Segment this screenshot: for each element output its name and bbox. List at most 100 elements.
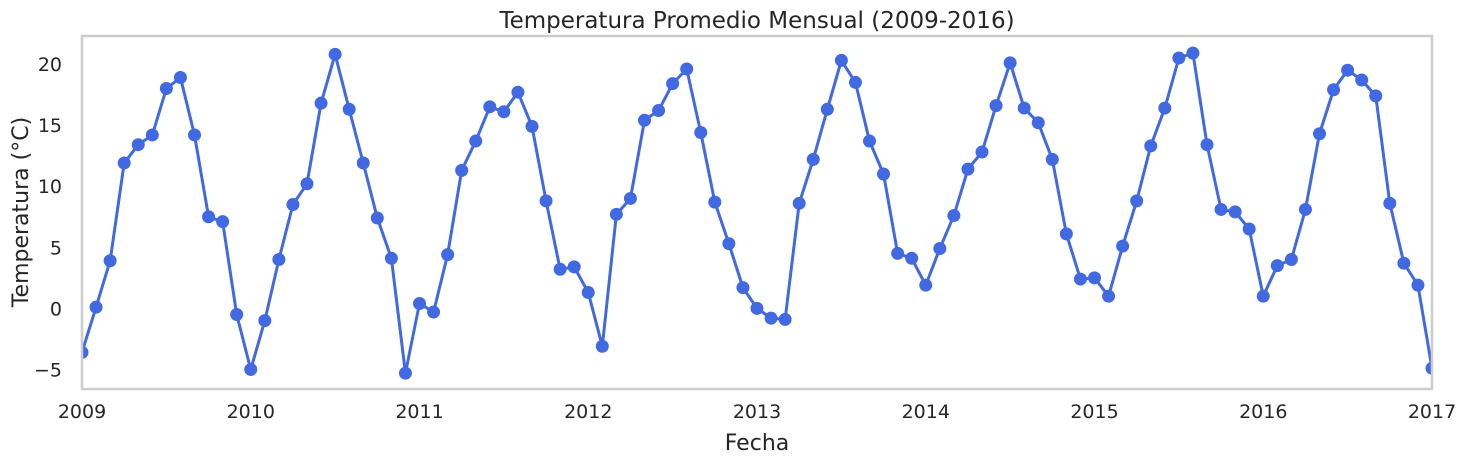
y-tick-label-10: 10	[38, 176, 62, 198]
x-tick-label-2010: 2010	[227, 401, 275, 423]
data-point-2013-05	[806, 152, 820, 166]
data-point-2013-12	[905, 251, 919, 265]
data-point-2011-03	[441, 248, 455, 262]
data-point-2009-07	[159, 82, 173, 96]
data-point-2012-04	[623, 191, 637, 205]
data-point-2015-05	[1144, 139, 1158, 153]
y-tick-label-5: 5	[50, 237, 62, 259]
data-point-2011-08	[511, 85, 525, 99]
data-point-2014-08	[1017, 101, 1031, 115]
data-point-2011-07	[497, 105, 511, 119]
data-point-2012-07	[666, 77, 680, 91]
x-axis-label: Fecha	[725, 431, 790, 456]
data-point-2011-02	[427, 305, 441, 319]
data-point-2009-09	[188, 128, 201, 142]
y-tick-label-15: 15	[38, 115, 62, 137]
data-point-2009-06	[145, 128, 159, 142]
data-point-2016-05	[1313, 127, 1326, 141]
data-point-2015-07	[1172, 51, 1186, 65]
data-point-2015-02	[1102, 289, 1116, 303]
data-point-2012-11	[722, 237, 736, 251]
data-point-2010-05	[300, 177, 314, 191]
x-tick-label-2012: 2012	[564, 401, 612, 423]
data-point-2013-01	[750, 301, 764, 315]
data-point-2010-12	[398, 366, 412, 380]
data-point-2013-09	[863, 134, 876, 148]
data-point-2011-05	[469, 134, 483, 148]
data-point-2011-04	[455, 163, 469, 177]
data-point-2015-04	[1130, 194, 1144, 208]
y-axis-label: Temperatura (°C)	[9, 117, 34, 308]
data-point-2011-11	[553, 262, 567, 276]
data-point-2012-09	[694, 125, 708, 139]
data-point-2009-08	[173, 71, 187, 85]
data-point-2010-01	[244, 362, 258, 376]
data-point-2013-06	[820, 102, 834, 116]
data-point-2009-02	[89, 300, 103, 314]
y-axis-ticks: −5 0 5 10 15 20	[34, 54, 62, 381]
data-point-2009-05	[131, 138, 145, 152]
data-point-2012-12	[736, 281, 750, 295]
data-point-2012-10	[708, 195, 722, 209]
data-point-2011-06	[483, 100, 497, 114]
data-point-2015-06	[1158, 101, 1172, 115]
data-point-2014-11	[1059, 227, 1073, 241]
data-point-2016-03	[1284, 253, 1298, 267]
x-tick-label-2009: 2009	[58, 401, 106, 423]
data-point-2015-12	[1242, 222, 1256, 236]
data-point-2013-02	[764, 311, 778, 325]
data-point-2014-07	[1003, 56, 1017, 70]
data-point-2016-07	[1341, 63, 1355, 77]
x-axis-ticks: 2009 2010 2011 2012 2013 2014 2015 2016 2017	[58, 401, 1456, 423]
data-point-2013-04	[792, 196, 806, 210]
x-tick-label-2014: 2014	[902, 401, 950, 423]
data-point-2010-08	[342, 102, 356, 116]
data-point-2016-04	[1298, 202, 1312, 216]
data-point-2013-10	[877, 167, 891, 181]
y-tick-label--5: −5	[34, 359, 62, 381]
data-point-2015-03	[1116, 239, 1130, 253]
x-tick-label-2015: 2015	[1070, 401, 1118, 423]
data-point-2012-03	[609, 207, 623, 221]
data-point-2016-08	[1355, 73, 1369, 87]
data-point-2014-09	[1031, 116, 1045, 130]
data-point-2015-09	[1200, 138, 1214, 152]
y-tick-label-0: 0	[50, 298, 62, 320]
data-point-2014-02	[933, 242, 947, 256]
data-point-2015-10	[1214, 202, 1228, 216]
data-point-2016-01	[1256, 289, 1270, 303]
data-point-2012-02	[595, 339, 609, 353]
data-point-2014-06	[989, 99, 1003, 113]
data-point-2016-11	[1397, 256, 1411, 270]
data-point-2010-07	[328, 47, 342, 61]
data-point-2013-11	[891, 246, 905, 260]
data-point-2015-01	[1088, 271, 1101, 285]
data-point-2009-11	[216, 215, 230, 229]
data-point-2010-09	[356, 156, 370, 170]
data-point-2013-08	[848, 75, 862, 89]
data-point-2016-02	[1270, 259, 1284, 273]
chart-title: Temperatura Promedio Mensual (2009-2016)	[498, 8, 1014, 34]
data-point-2009-10	[202, 210, 216, 224]
data-point-2016-06	[1327, 83, 1341, 97]
data-point-2013-07	[834, 53, 848, 67]
data-point-2013-03	[778, 312, 792, 326]
data-point-2009-04	[117, 156, 131, 170]
data-point-2009-03	[103, 254, 117, 268]
data-point-2015-11	[1228, 205, 1242, 219]
data-point-2012-06	[652, 104, 666, 118]
plot-area	[82, 46, 1432, 380]
data-point-2009-12	[230, 307, 244, 321]
data-point-2012-01	[581, 286, 595, 300]
data-point-2010-11	[384, 251, 398, 265]
data-point-2014-01	[919, 278, 933, 292]
data-point-2014-05	[975, 145, 989, 159]
x-tick-label-2011: 2011	[395, 401, 443, 423]
plot-frame	[80, 34, 1434, 391]
data-point-2011-01	[413, 297, 426, 310]
data-point-2016-09	[1369, 89, 1383, 103]
data-point-2010-10	[370, 211, 384, 225]
y-tick-label-20: 20	[38, 54, 62, 76]
